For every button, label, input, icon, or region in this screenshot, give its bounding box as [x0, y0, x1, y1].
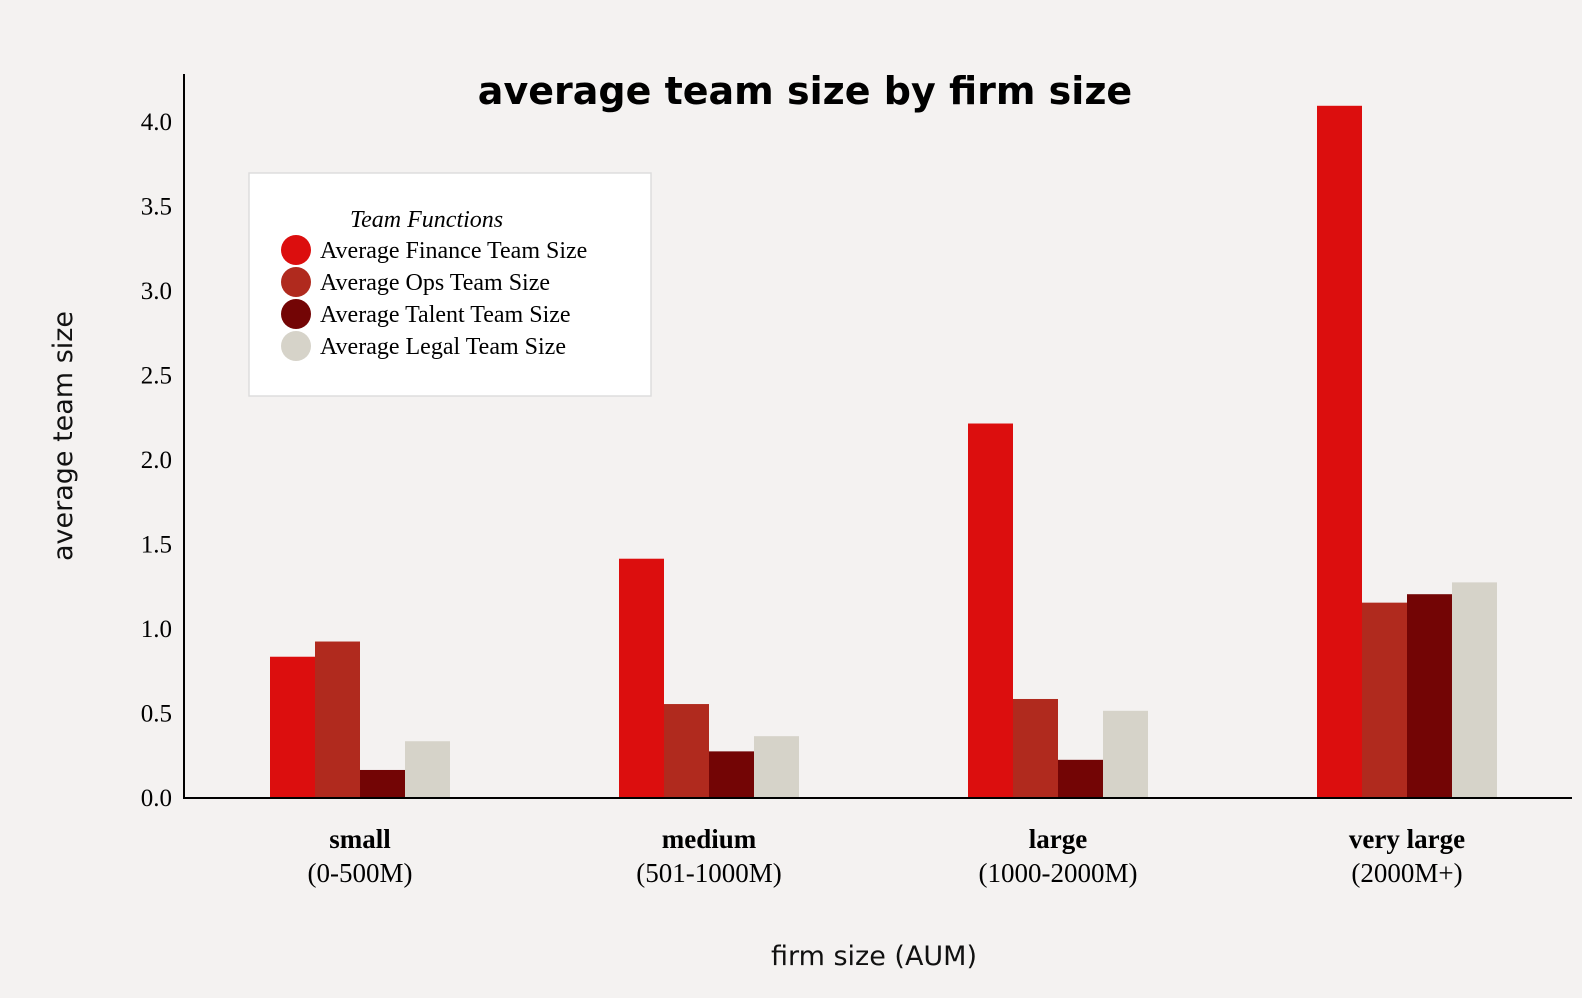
legend-swatch — [281, 331, 311, 361]
legend-label: Average Legal Team Size — [320, 334, 566, 360]
y-axis-label: average team size — [48, 311, 79, 561]
bar-average-finance-team-size-2 — [968, 423, 1013, 797]
y-tick-label: 2.0 — [141, 447, 172, 474]
bar-average-ops-team-size-0 — [315, 641, 360, 797]
bars — [270, 105, 1497, 798]
bar-average-legal-team-size-3 — [1452, 582, 1497, 797]
y-tick-label: 1.0 — [141, 616, 172, 643]
bar-average-finance-team-size-0 — [270, 656, 315, 797]
legend-swatch — [281, 267, 311, 297]
legend-swatch — [281, 235, 311, 265]
x-axis-categories: small (0-500M) medium (501-1000M) large (1000… — [308, 824, 1466, 888]
legend-label: Average Finance Team Size — [320, 238, 587, 264]
y-tick-label: 1.5 — [141, 532, 172, 559]
category-range-label: (0-500M) — [308, 858, 413, 888]
y-tick-label: 3.0 — [141, 278, 172, 305]
bar-average-finance-team-size-3 — [1317, 105, 1362, 798]
bar-average-talent-team-size-3 — [1407, 594, 1452, 797]
category-range-label: (1000-2000M) — [979, 858, 1138, 888]
bar-average-talent-team-size-1 — [709, 751, 754, 797]
category-range-label: (501-1000M) — [636, 858, 781, 888]
bar-average-ops-team-size-1 — [664, 704, 709, 797]
legend-items: Average Finance Team Size Average Ops Tea… — [281, 235, 587, 361]
legend-label: Average Ops Team Size — [320, 270, 550, 296]
y-tick-label: 2.5 — [141, 363, 172, 390]
category-range-label: (2000M+) — [1351, 858, 1462, 888]
category-label: large — [1029, 824, 1087, 854]
y-tick-label: 3.5 — [141, 194, 172, 221]
legend-title: Team Functions — [350, 207, 503, 233]
category-label: small — [329, 824, 391, 854]
bar-average-legal-team-size-2 — [1103, 710, 1148, 797]
category-label: very large — [1349, 824, 1465, 854]
bar-average-ops-team-size-2 — [1013, 698, 1058, 797]
bar-average-legal-team-size-1 — [754, 736, 799, 797]
legend-box — [248, 172, 652, 397]
legend-swatch — [281, 299, 311, 329]
category-label: medium — [662, 824, 757, 854]
y-tick-label: 0.5 — [141, 701, 172, 728]
bar-average-legal-team-size-0 — [405, 741, 450, 797]
chart-title: average team size by firm size — [478, 69, 1132, 113]
y-tick-label: 0.0 — [141, 785, 172, 812]
bar-average-ops-team-size-3 — [1362, 602, 1407, 797]
x-axis-label: firm size (AUM) — [771, 941, 977, 972]
legend: Team Functions Average Finance Team Size… — [248, 172, 652, 397]
bar-average-finance-team-size-1 — [619, 558, 664, 797]
y-tick-label: 4.0 — [141, 109, 172, 136]
y-axis-ticks: 0.0 0.5 1.0 1.5 2.0 2.5 3.0 3.5 4.0 — [141, 109, 172, 812]
legend-label: Average Talent Team Size — [320, 302, 571, 328]
bar-average-talent-team-size-2 — [1058, 759, 1103, 797]
bar-average-talent-team-size-0 — [360, 769, 405, 797]
